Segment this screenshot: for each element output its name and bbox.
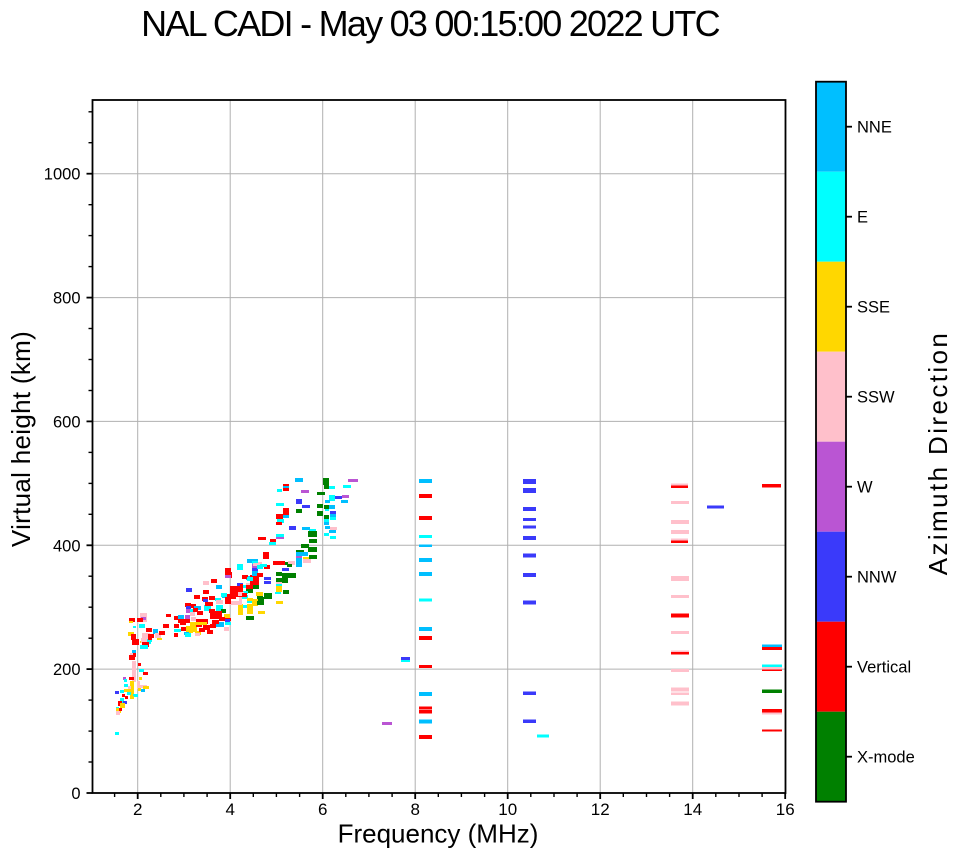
svg-text:1000: 1000 bbox=[44, 166, 81, 184]
svg-text:200: 200 bbox=[53, 661, 81, 679]
svg-text:NAL CADI - May 03 00:15:00 202: NAL CADI - May 03 00:15:00 2022 UTC bbox=[141, 3, 719, 44]
svg-text:NNE: NNE bbox=[857, 119, 892, 137]
svg-text:2: 2 bbox=[133, 800, 142, 819]
svg-text:0: 0 bbox=[71, 785, 80, 803]
svg-text:14: 14 bbox=[683, 800, 702, 819]
svg-text:NNW: NNW bbox=[857, 569, 897, 587]
svg-text:12: 12 bbox=[591, 800, 610, 819]
svg-text:10: 10 bbox=[498, 800, 517, 819]
svg-text:X-mode: X-mode bbox=[857, 749, 915, 767]
svg-text:800: 800 bbox=[53, 290, 81, 308]
svg-text:Virtual height (km): Virtual height (km) bbox=[6, 331, 36, 547]
svg-text:SSE: SSE bbox=[857, 299, 890, 317]
svg-text:400: 400 bbox=[53, 537, 81, 555]
svg-text:E: E bbox=[857, 209, 868, 227]
svg-text:Frequency (MHz): Frequency (MHz) bbox=[338, 819, 539, 849]
svg-text:Azimuth Direction: Azimuth Direction bbox=[923, 331, 953, 576]
svg-text:SSW: SSW bbox=[857, 389, 895, 407]
svg-text:6: 6 bbox=[318, 800, 327, 819]
svg-text:4: 4 bbox=[225, 800, 234, 819]
svg-text:600: 600 bbox=[53, 413, 81, 431]
svg-text:16: 16 bbox=[776, 800, 795, 819]
svg-text:8: 8 bbox=[410, 800, 419, 819]
svg-text:Vertical: Vertical bbox=[857, 659, 911, 677]
svg-text:W: W bbox=[857, 479, 873, 497]
